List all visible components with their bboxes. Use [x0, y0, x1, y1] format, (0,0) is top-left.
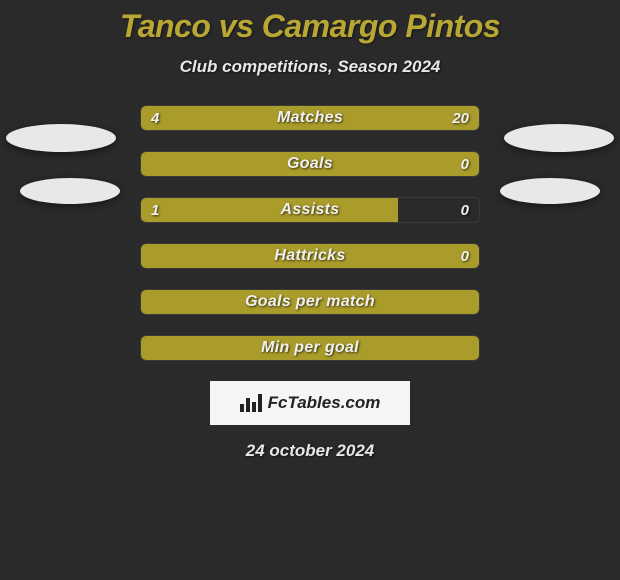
site-logo: FcTables.com [210, 381, 410, 425]
stat-value-right: 0 [461, 244, 469, 268]
stat-value-left: 4 [151, 106, 159, 130]
stat-value-right: 0 [461, 198, 469, 222]
page-subtitle: Club competitions, Season 2024 [0, 57, 620, 77]
page-title: Tanco vs Camargo Pintos [0, 8, 620, 45]
stat-label: Goals per match [141, 290, 479, 314]
stat-row: Goals0 [140, 151, 480, 177]
stat-row: Min per goal [140, 335, 480, 361]
snapshot-date: 24 october 2024 [0, 441, 620, 461]
logo-text: FcTables.com [268, 393, 381, 413]
stat-label: Min per goal [141, 336, 479, 360]
comparison-chart: Matches420Goals0Assists10Hattricks0Goals… [0, 105, 620, 361]
bar-chart-icon [240, 394, 262, 412]
stat-label: Goals [141, 152, 479, 176]
stat-row: Goals per match [140, 289, 480, 315]
stat-label: Assists [141, 198, 479, 222]
stat-label: Hattricks [141, 244, 479, 268]
stat-row: Matches4 20 [140, 105, 480, 131]
stat-row: Assists1 0 [140, 197, 480, 223]
stat-value-right: 0 [461, 152, 469, 176]
stat-value-right: 20 [452, 106, 469, 130]
stat-row: Hattricks0 [140, 243, 480, 269]
stat-label: Matches [141, 106, 479, 130]
stats-comparison-card: Tanco vs Camargo Pintos Club competition… [0, 0, 620, 461]
stat-value-left: 1 [151, 198, 159, 222]
